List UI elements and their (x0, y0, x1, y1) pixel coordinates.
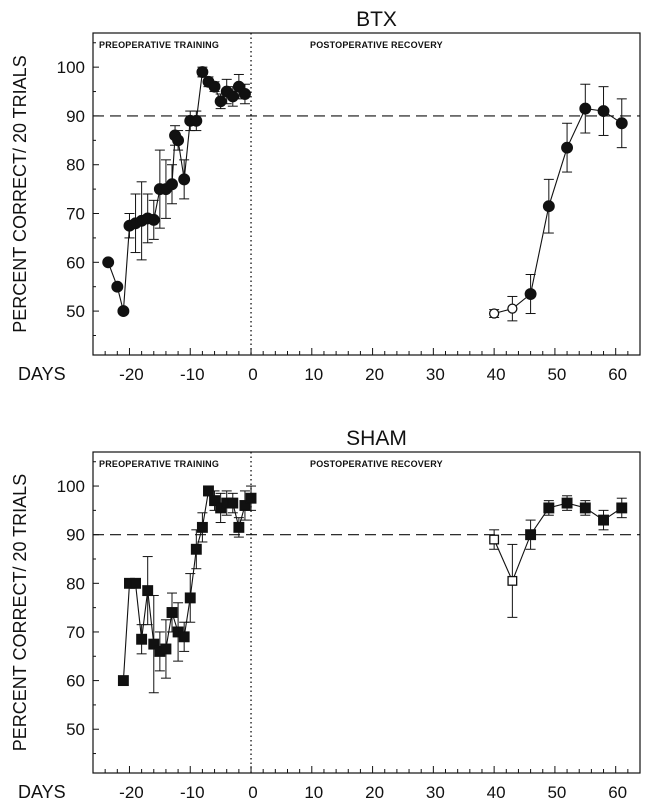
data-point (203, 485, 214, 497)
series-line (493, 107, 623, 315)
plot-frame (92, 451, 641, 774)
x-tick-label: 40 (487, 783, 506, 802)
data-point (117, 305, 130, 318)
y-tick-label: 90 (66, 107, 85, 126)
data-point (117, 675, 129, 687)
x-tick-label: 50 (547, 365, 566, 384)
y-tick-label: 60 (66, 672, 85, 691)
data-point (214, 95, 227, 108)
data-point (208, 80, 221, 93)
x-tick-label: 30 (426, 365, 445, 384)
section-label-preoperative: PREOPERATIVE TRAINING (99, 40, 219, 50)
y-axis-label: PERCENT CORRECT/ 20 TRIALS (10, 55, 30, 332)
data-point (142, 585, 154, 597)
data-point (615, 117, 628, 130)
y-tick-label: 70 (66, 623, 85, 642)
x-tick-label: 60 (608, 783, 627, 802)
series-line (107, 70, 246, 312)
data-point (102, 256, 115, 269)
data-point (239, 500, 251, 511)
x-tick-label: -10 (180, 783, 205, 802)
y-tick-label: 80 (66, 574, 85, 593)
plot-frame (92, 32, 641, 356)
x-axis-label: DAYS (18, 364, 66, 384)
x-tick-label: -20 (119, 365, 144, 384)
data-point (233, 521, 245, 533)
data-point (598, 514, 609, 526)
data-point (238, 88, 251, 100)
data-point (166, 178, 178, 191)
x-tick-label: 60 (608, 365, 627, 384)
y-tick-label: 70 (66, 205, 85, 224)
data-series-2 (489, 495, 628, 618)
data-point (130, 577, 141, 589)
data-point (196, 521, 208, 533)
section-label-postoperative: POSTOPERATIVE RECOVERY (310, 40, 443, 50)
x-tick-label: 40 (487, 365, 506, 384)
y-axis-label: PERCENT CORRECT/ 20 TRIALS (10, 474, 30, 751)
x-tick-label: 20 (365, 365, 384, 384)
data-point (542, 200, 555, 213)
data-point (507, 575, 518, 586)
x-tick-label: -10 (180, 365, 205, 384)
y-tick-label: 50 (66, 302, 85, 321)
data-point (178, 173, 191, 186)
x-tick-label: 30 (426, 783, 445, 802)
data-point (561, 141, 574, 154)
data-point (196, 66, 209, 78)
x-tick-label: 0 (248, 365, 257, 384)
data-series-1 (102, 66, 251, 318)
data-point (616, 502, 628, 514)
data-point (184, 592, 196, 604)
x-tick-label: 0 (248, 783, 257, 802)
data-point (190, 114, 203, 127)
data-series-2 (488, 83, 628, 322)
data-point (507, 303, 518, 314)
data-point (209, 495, 221, 507)
data-point (488, 308, 500, 319)
data-point (489, 534, 500, 545)
chart-title: BTX (356, 8, 397, 31)
data-point (245, 492, 257, 504)
x-tick-label: 50 (547, 783, 566, 802)
data-point (190, 543, 202, 555)
data-point (136, 633, 148, 645)
y-tick-label: 90 (66, 526, 85, 545)
section-label-preoperative: PREOPERATIVE TRAINING (99, 459, 219, 469)
data-point (524, 288, 537, 300)
data-point (579, 102, 592, 115)
x-tick-label: 10 (304, 783, 323, 802)
chart-panel-2: SHAM PERCENT CORRECT/ 20 TRIALS 50 60 70 80 90… (10, 427, 641, 802)
data-point (160, 643, 172, 655)
y-tick-label: 100 (57, 58, 85, 77)
chart-panel-1: BTX PERCENT CORRECT/ 20 TRIALS 50 60 70 80 90 1… (10, 8, 641, 384)
y-tick-label: 50 (66, 720, 85, 739)
data-point (178, 631, 190, 643)
x-axis-label: DAYS (18, 782, 66, 802)
x-tick-label: 10 (304, 365, 323, 384)
data-point (147, 213, 160, 226)
y-tick-label: 100 (57, 477, 85, 496)
data-point (172, 134, 185, 147)
data-series-1 (117, 485, 257, 694)
data-point (226, 90, 239, 103)
data-point (525, 529, 537, 541)
chart-title: SHAM (346, 427, 407, 450)
y-tick-label: 60 (66, 253, 85, 272)
x-tick-label: -20 (119, 783, 144, 802)
data-point (561, 497, 573, 509)
data-point (579, 502, 591, 514)
data-point (597, 105, 610, 118)
x-tick-label: 20 (365, 783, 384, 802)
data-point (543, 502, 555, 514)
data-point (227, 497, 239, 509)
data-point (166, 607, 178, 618)
section-label-postoperative: POSTOPERATIVE RECOVERY (310, 459, 443, 469)
y-tick-label: 80 (66, 156, 85, 175)
data-point (148, 638, 160, 650)
data-point (111, 280, 124, 293)
